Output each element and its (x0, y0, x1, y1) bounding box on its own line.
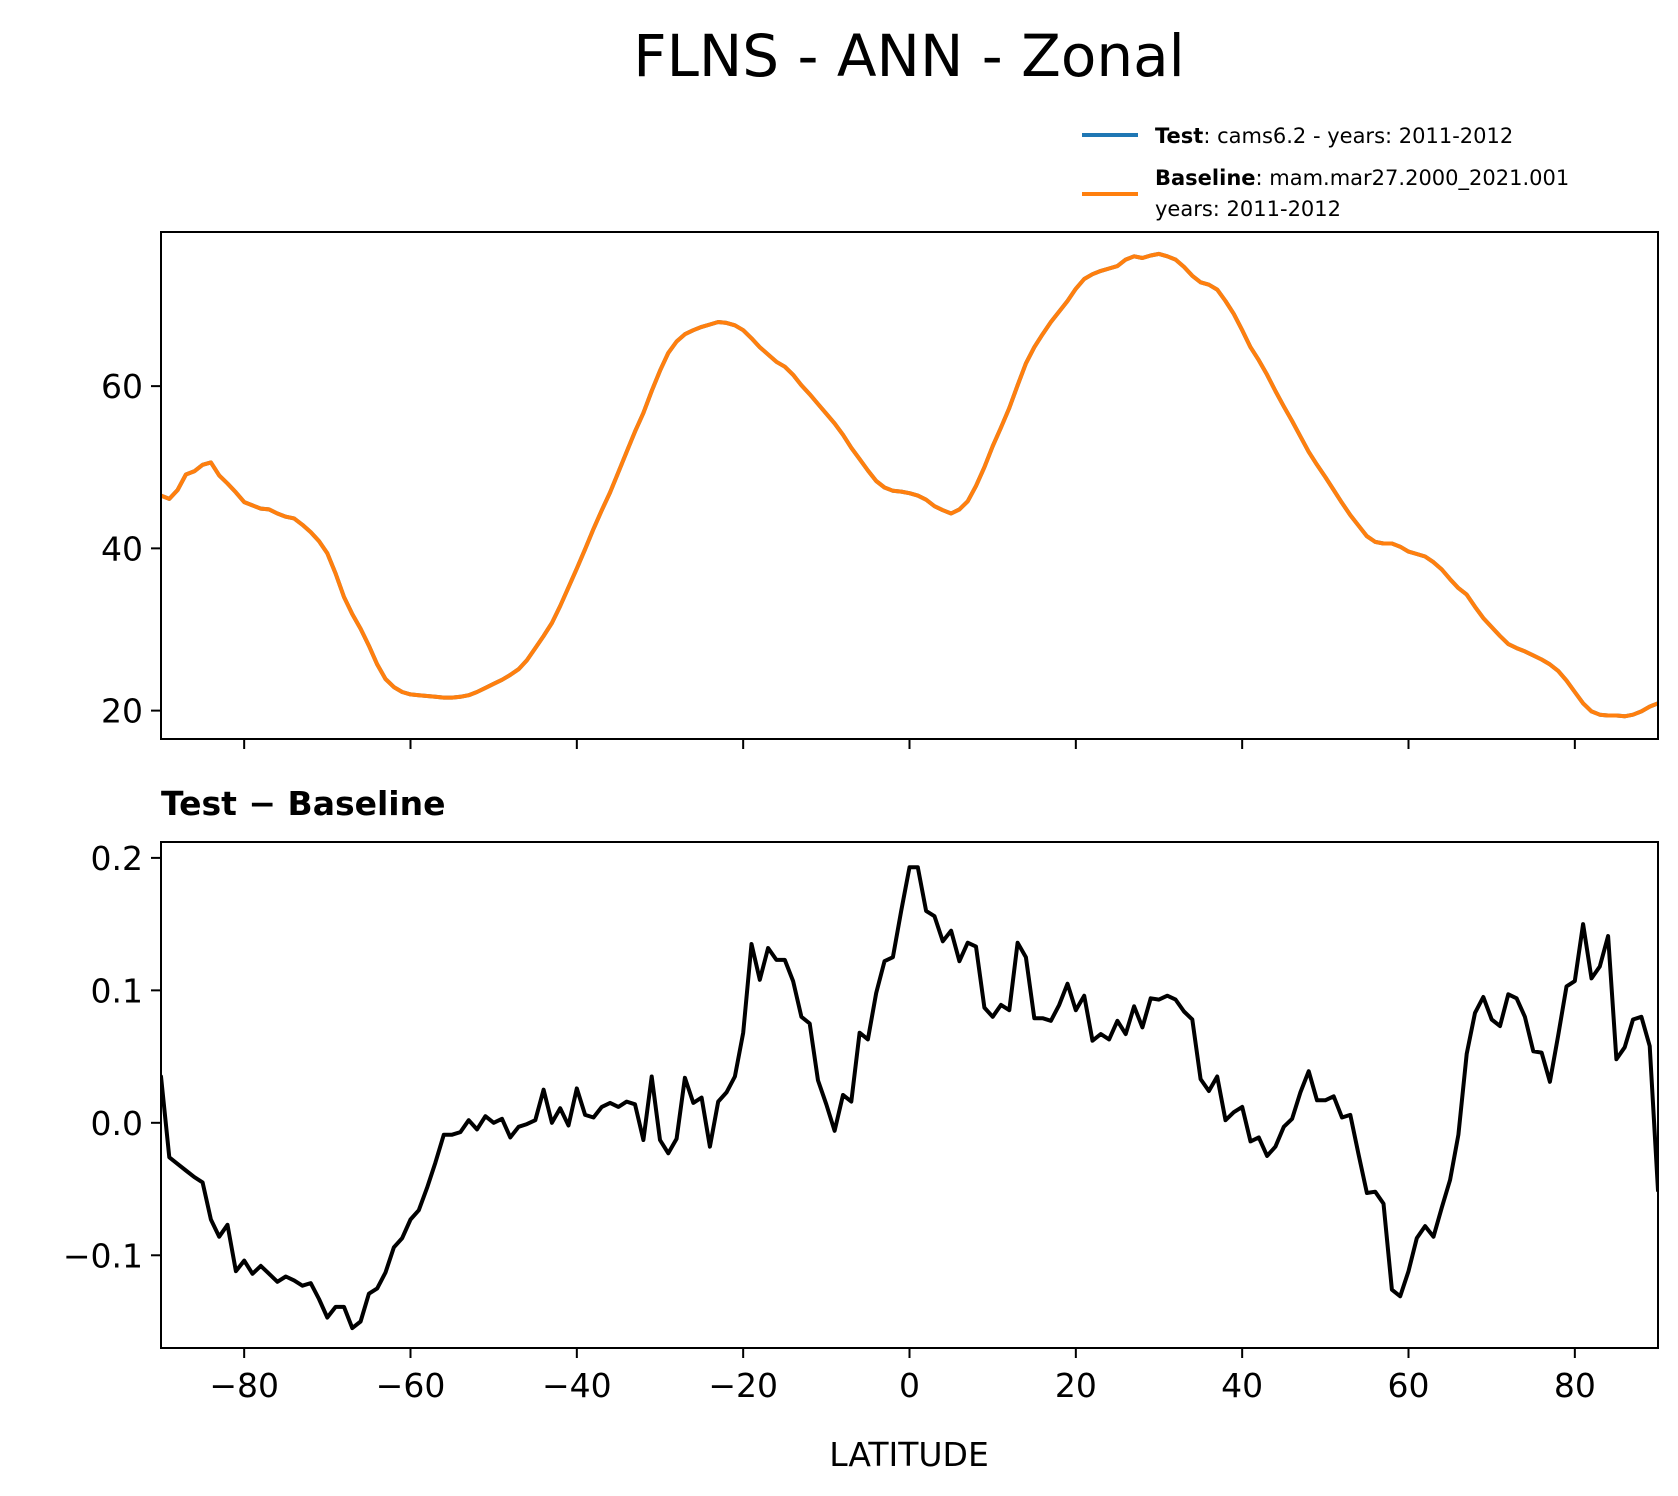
figure-title: FLNS - ANN - Zonal (633, 22, 1185, 90)
top-axis-ticks: 20 40 60 (101, 367, 1576, 749)
bottom-x-tick-label: −40 (542, 1366, 612, 1405)
bottom-x-tick-label: −20 (708, 1366, 778, 1405)
bottom-series-line-test-baseline (161, 865, 1658, 1331)
bottom-axis-ticks: −80 −60 −40 −20 0 20 40 60 80 −0.1 0.0 0.1 0.2 (63, 839, 1596, 1405)
bottom-axes-frame (160, 841, 1659, 1349)
bottom-panel: −80 −60 −40 −20 0 20 40 60 80 −0.1 0.0 0.1 0.2 (63, 839, 1659, 1405)
x-axis-label: LATITUDE (829, 1435, 989, 1474)
legend-baseline-desc: : mam.mar27.2000_2021.001 (1256, 166, 1570, 191)
legend-test-name: Test (1155, 124, 1203, 148)
bottom-x-tick-label: 80 (1554, 1366, 1596, 1405)
top-series-lines (161, 251, 1658, 719)
legend-test-label: Test: cams6.2 - years: 2011-2012 (1155, 124, 1513, 148)
bottom-x-tick-label: −80 (209, 1366, 279, 1405)
bottom-y-tick-label: 0.2 (91, 839, 143, 878)
bottom-panel-title: Test − Baseline (161, 784, 446, 823)
bottom-y-tick-label: −0.1 (63, 1236, 143, 1275)
bottom-x-tick-label: 60 (1388, 1366, 1430, 1405)
bottom-x-tick-label: −60 (376, 1366, 446, 1405)
bottom-series-lines (161, 865, 1658, 1331)
top-series-line-baseline (161, 251, 1658, 719)
top-y-tick-label: 60 (101, 367, 143, 406)
legend-baseline-name: Baseline (1155, 166, 1256, 190)
legend-baseline-desc-line2: years: 2011-2012 (1155, 197, 1341, 221)
legend-baseline-label: Baseline: mam.mar27.2000_2021.001 (1155, 166, 1569, 191)
bottom-x-tick-label: 20 (1055, 1366, 1097, 1405)
legend: Test: cams6.2 - years: 2011-2012 Baselin… (1082, 124, 1569, 221)
legend-test-desc: : cams6.2 - years: 2011-2012 (1203, 124, 1513, 148)
bottom-y-tick-label: 0.0 (91, 1104, 143, 1143)
top-axes-frame (160, 231, 1659, 740)
bottom-x-tick-label: 40 (1221, 1366, 1263, 1405)
top-y-tick-label: 40 (101, 529, 143, 568)
top-panel: 20 40 60 (101, 231, 1659, 749)
bottom-x-tick-label: 0 (899, 1366, 920, 1405)
bottom-y-tick-label: 0.1 (91, 971, 143, 1010)
top-y-tick-label: 20 (101, 692, 143, 731)
